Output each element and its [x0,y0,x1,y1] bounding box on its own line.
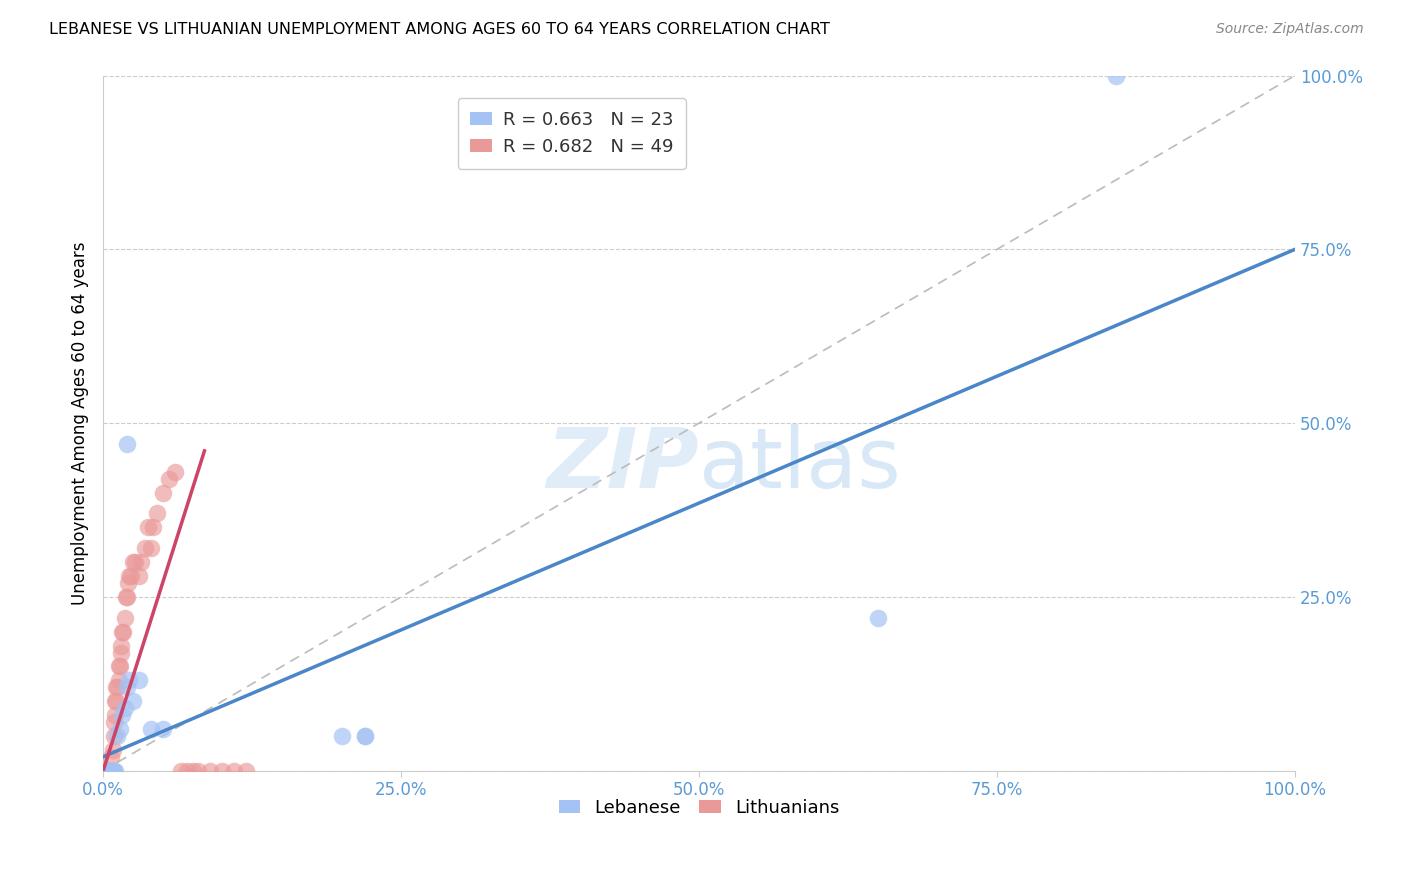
Point [103,714,125,729]
Point [142,520,165,534]
Point [122,555,145,569]
Text: ZIP: ZIP [547,425,699,505]
Point [105,680,128,694]
Point [187,764,209,778]
Point [104,764,127,778]
Text: LEBANESE VS LITHUANIAN UNEMPLOYMENT AMONG AGES 60 TO 64 YEARS CORRELATION CHART: LEBANESE VS LITHUANIAN UNEMPLOYMENT AMON… [49,22,830,37]
Point [110,639,132,653]
Point [98,764,121,778]
Point [108,722,131,736]
Point [98,764,121,778]
Point [118,673,141,688]
Point [107,673,129,688]
Point [97,764,120,778]
Point [181,764,204,778]
Point [101,764,124,778]
Point [105,694,128,708]
Y-axis label: Unemployment Among Ages 60 to 64 years: Unemployment Among Ages 60 to 64 years [72,242,89,605]
Point [103,764,125,778]
Point [111,624,134,639]
Point [107,680,129,694]
Point [98,764,121,778]
Point [128,569,150,583]
Point [96,764,118,778]
Point [200,764,222,778]
Point [139,722,162,736]
Point [115,680,138,694]
Point [100,764,122,778]
Point [152,722,174,736]
Point [115,590,138,604]
Point [114,590,136,604]
Point [122,694,145,708]
Point [103,729,125,743]
Point [118,569,141,583]
Point [138,520,160,534]
Point [107,729,129,743]
Point [330,729,353,743]
Point [354,729,377,743]
Point [104,694,127,708]
Point [354,729,377,743]
Point [224,764,246,778]
Point [101,764,124,778]
Point [108,659,131,673]
Point [124,555,146,569]
Point [111,708,134,723]
Point [112,624,135,639]
Point [134,541,156,556]
Point [97,764,120,778]
Text: atlas: atlas [699,425,901,505]
Point [94,764,117,778]
Point [1105,69,1128,83]
Point [114,611,136,625]
Point [117,576,139,591]
Point [100,764,122,778]
Point [169,764,191,778]
Point [114,701,136,715]
Point [152,485,174,500]
Point [107,659,129,673]
Point [866,611,889,625]
Point [176,764,198,778]
Point [129,555,152,569]
Point [157,472,180,486]
Point [145,507,167,521]
Point [120,569,142,583]
Text: Source: ZipAtlas.com: Source: ZipAtlas.com [1216,22,1364,37]
Point [104,708,127,723]
Point [101,743,124,757]
Point [163,465,186,479]
Point [211,764,233,778]
Point [110,646,132,660]
Point [139,541,162,556]
Point [96,764,118,778]
Legend: Lebanese, Lithuanians: Lebanese, Lithuanians [551,792,846,824]
Point [235,764,257,778]
Point [100,749,122,764]
Point [115,437,138,451]
Point [128,673,150,688]
